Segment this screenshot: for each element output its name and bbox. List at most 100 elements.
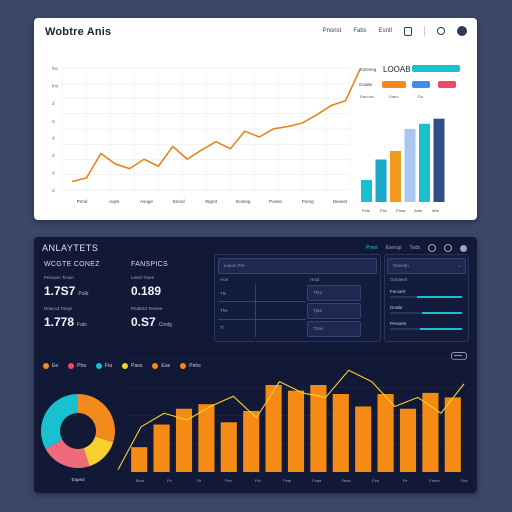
legend-item[interactable]: Ee [43, 363, 58, 369]
table-panel: Lueon Pre Hoe Haid Thi The Ti Thm Tpte T… [214, 254, 381, 342]
select-field[interactable]: Oseedn ⌄ [387, 258, 466, 274]
table-input[interactable]: Thm [307, 285, 361, 301]
table-input[interactable]: Tmie [307, 321, 361, 337]
donut-label: Eaped [71, 477, 85, 482]
bar [243, 410, 260, 472]
nav-item[interactable]: Teds [409, 245, 420, 251]
x-tick-label: Feaa [312, 478, 322, 483]
line-chart: ftw fmt d q d d d d Prmd Aqns Asoge Enmd Wgrst Eomeg P… [52, 65, 460, 213]
progress-label: Pessetn [390, 321, 407, 326]
bar [404, 128, 416, 202]
table-input[interactable]: Tpte [307, 303, 361, 319]
progress-fill [417, 296, 462, 298]
legend-label: Ee [52, 363, 59, 369]
legend-label: Eue [161, 363, 171, 369]
nav-item[interactable]: Fabs [353, 28, 367, 34]
progress-fill [420, 328, 462, 330]
bar [175, 408, 193, 472]
nav-item[interactable]: Pnonst [322, 28, 342, 34]
bag-icon[interactable] [404, 26, 412, 36]
x-tick-label: Eomeg [236, 199, 251, 204]
bar [355, 406, 372, 472]
kpi-value: 1.778 [44, 315, 75, 329]
legend-item[interactable]: Paos [121, 363, 143, 369]
legend-sub-label: Dabo [389, 94, 399, 99]
bar [310, 384, 327, 472]
column-header: Haid [310, 277, 320, 282]
bar [419, 123, 430, 202]
nav-item[interactable]: Pmet [365, 245, 378, 251]
notification-icon[interactable] [428, 244, 436, 252]
dashboard-nav: Pmet Eserup Teds [366, 244, 467, 252]
legend-value: LOOAB [383, 65, 411, 74]
kpi-unit: Cnolg [158, 322, 172, 328]
progress-track [390, 296, 462, 298]
legend-item[interactable]: Pha [68, 363, 86, 369]
legend-bar [412, 65, 460, 72]
x-tick-label: Pos [380, 208, 387, 213]
bar [377, 394, 394, 472]
kpi-label: Lesal Tlues [131, 275, 154, 280]
x-tick-label: Fees [342, 478, 351, 483]
donut-slice [45, 439, 90, 468]
x-tick-label: Pusa [396, 208, 406, 213]
grid-divider [218, 319, 306, 320]
kpi-card-b: FANSPICS Lesal Tlues 0.189 Peabrtd Teese… [131, 261, 172, 331]
chart-options-toggle[interactable] [451, 352, 467, 360]
y-tick-label: d [52, 136, 55, 141]
bar [332, 394, 349, 472]
table-cell: Thi [220, 291, 227, 296]
legend-bar [412, 81, 430, 88]
x-tick-label: Fets [362, 208, 370, 213]
donut-slice [78, 394, 115, 443]
kpi-card-a: WCGTE CONEZ Pervaon Tcoun 1.7S7 Pulb Deac… [44, 261, 100, 331]
avatar[interactable] [460, 244, 467, 252]
x-tick-label: Aqns [109, 199, 120, 204]
settings-icon[interactable] [444, 244, 452, 252]
bar [444, 397, 461, 472]
y-tick-label: d [52, 188, 55, 193]
progress-label: Doslie [390, 305, 403, 310]
legend-swatch [180, 363, 187, 369]
column-header: Hoe [220, 277, 229, 282]
legend-label: Paos [130, 363, 143, 369]
chart-legend: Ee Pha Fia Paos Eue Pehs [43, 363, 201, 369]
bar [265, 384, 282, 472]
kpi-heading: WCGTE CONEZ [44, 261, 100, 268]
legend-item[interactable]: Pehs [180, 363, 201, 369]
avatar[interactable] [457, 26, 467, 36]
dashboard-title: ANLAYTETS [42, 243, 99, 253]
legend-sub-label: Do [418, 94, 424, 99]
x-tick-label: Fenm [429, 478, 440, 483]
table-filter-field[interactable]: Lueon Pre [218, 258, 377, 274]
legend-item[interactable]: Eue [152, 363, 170, 369]
analytics-dashboard-panel: ANLAYTETS Pmet Eserup Teds WCGTE CONEZ P… [34, 237, 477, 493]
bar [375, 159, 387, 202]
panel-heading: Goeaent [390, 277, 408, 282]
bar [361, 179, 372, 202]
x-tick-label: Fea [461, 478, 469, 483]
x-tick-label: Deuset [333, 199, 348, 204]
legend-label: Goabe [359, 82, 373, 87]
x-tick-label: Fe [167, 478, 172, 483]
legend-sub-label: Rauons [360, 94, 374, 99]
donut-slice [83, 436, 114, 467]
legend-heading: Tommeg [359, 67, 377, 72]
legend-swatch [68, 363, 75, 369]
legend-item[interactable]: Fia [96, 363, 112, 369]
bar [433, 118, 445, 202]
search-icon[interactable] [437, 27, 445, 35]
legend-label: Pha [77, 363, 87, 369]
kpi-unit: Fats [77, 322, 87, 328]
x-tick-label: Anfo [414, 208, 423, 213]
x-tick-label: Prmd [77, 199, 88, 204]
line-series [71, 68, 361, 183]
y-tick-label: d [52, 153, 55, 158]
legend-label: Fia [105, 363, 112, 369]
bar [220, 422, 237, 472]
kpi-value: 1.7S7 [44, 284, 76, 298]
nav-item[interactable]: Esntl [378, 28, 392, 34]
legend-swatch [152, 363, 159, 369]
nav-item[interactable]: Eserup [385, 245, 402, 251]
x-tick-label: Pomg [302, 199, 314, 204]
